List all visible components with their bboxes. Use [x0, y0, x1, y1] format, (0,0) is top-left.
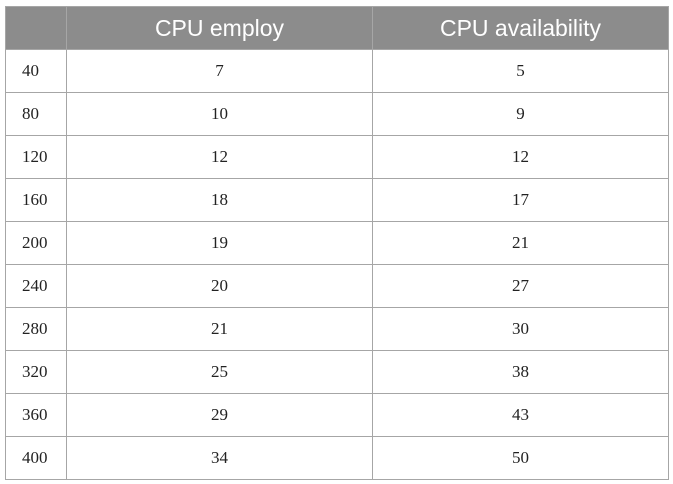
cpu-employ-cell: 25: [66, 350, 373, 394]
row-label-cell: 320: [5, 350, 67, 394]
row-label-cell: 40: [5, 49, 67, 93]
table-row: 280 21 30: [5, 307, 669, 351]
table-row: 200 19 21: [5, 221, 669, 265]
row-label-cell: 200: [5, 221, 67, 265]
table-row: 80 10 9: [5, 92, 669, 136]
table-container: CPU employ CPU availability 40 7 5 80 10…: [5, 6, 669, 480]
table-row: 40 7 5: [5, 49, 669, 93]
cpu-availability-cell: 43: [372, 393, 669, 437]
row-label-cell: 160: [5, 178, 67, 222]
row-label-cell: 120: [5, 135, 67, 179]
cpu-availability-cell: 17: [372, 178, 669, 222]
cpu-availability-cell: 12: [372, 135, 669, 179]
cpu-employ-cell: 19: [66, 221, 373, 265]
cpu-availability-cell: 9: [372, 92, 669, 136]
row-label-cell: 360: [5, 393, 67, 437]
header-cell-cpu-employ: CPU employ: [66, 6, 373, 50]
table-row: 160 18 17: [5, 178, 669, 222]
cpu-employ-cell: 21: [66, 307, 373, 351]
cpu-employ-cell: 29: [66, 393, 373, 437]
table-row: 400 34 50: [5, 436, 669, 480]
header-row: CPU employ CPU availability: [5, 6, 669, 50]
row-label-cell: 280: [5, 307, 67, 351]
table-row: 120 12 12: [5, 135, 669, 179]
cpu-availability-cell: 5: [372, 49, 669, 93]
row-label-cell: 80: [5, 92, 67, 136]
cpu-table: CPU employ CPU availability 40 7 5 80 10…: [5, 6, 669, 480]
cpu-employ-cell: 34: [66, 436, 373, 480]
row-label-cell: 240: [5, 264, 67, 308]
table-row: 360 29 43: [5, 393, 669, 437]
row-label-cell: 400: [5, 436, 67, 480]
cpu-employ-cell: 12: [66, 135, 373, 179]
cpu-availability-cell: 27: [372, 264, 669, 308]
cpu-availability-cell: 50: [372, 436, 669, 480]
header-cell-cpu-availability: CPU availability: [372, 6, 669, 50]
cpu-availability-cell: 21: [372, 221, 669, 265]
cpu-employ-cell: 18: [66, 178, 373, 222]
cpu-employ-cell: 7: [66, 49, 373, 93]
table-row: 320 25 38: [5, 350, 669, 394]
cpu-availability-cell: 30: [372, 307, 669, 351]
header-cell-0: [5, 6, 67, 50]
cpu-employ-cell: 20: [66, 264, 373, 308]
cpu-availability-cell: 38: [372, 350, 669, 394]
table-row: 240 20 27: [5, 264, 669, 308]
cpu-employ-cell: 10: [66, 92, 373, 136]
